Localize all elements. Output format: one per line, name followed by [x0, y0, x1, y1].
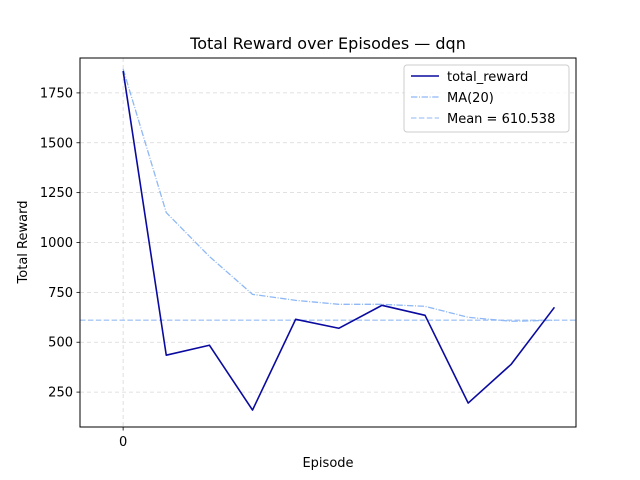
y-tick-label: 750 [48, 286, 73, 301]
ma20-line [122, 68, 555, 322]
y-tick-label: 250 [48, 386, 73, 401]
legend-label-total-reward: total_reward [447, 70, 528, 85]
legend-label-ma20: MA(20) [447, 91, 494, 106]
grid-layer [80, 58, 576, 427]
series-layer [80, 68, 576, 411]
x-axis-label: Episode [302, 456, 353, 471]
legend: total_reward MA(20) Mean = 610.538 [403, 64, 570, 133]
y-tick-label: 1750 [40, 86, 73, 101]
y-axis-label: Total Reward [16, 201, 31, 285]
chart-title: Total Reward over Episodes — dqn [189, 34, 466, 53]
y-tick-label: 1500 [40, 136, 73, 151]
y-tick-label: 1250 [40, 186, 73, 201]
y-tick-label: 1000 [40, 236, 73, 251]
legend-box [403, 64, 570, 133]
total-reward-line [122, 70, 556, 411]
legend-label-mean: Mean = 610.538 [447, 112, 555, 127]
x-tick-label: 0 [119, 435, 127, 450]
ticks-layer: 250 500 750 1000 1250 1500 1750 0 [40, 86, 127, 450]
y-tick-label: 500 [48, 336, 73, 351]
